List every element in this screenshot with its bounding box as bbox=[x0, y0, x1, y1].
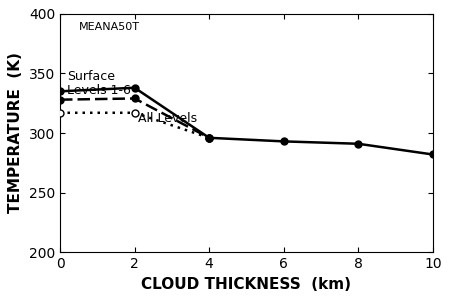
Text: Surface: Surface bbox=[68, 70, 116, 83]
Text: Levels 1-6: Levels 1-6 bbox=[68, 84, 131, 97]
Text: MEANA50T: MEANA50T bbox=[79, 22, 140, 32]
Text: All Levels: All Levels bbox=[138, 112, 198, 125]
Y-axis label: TEMPERATURE  (K): TEMPERATURE (K) bbox=[9, 52, 23, 214]
X-axis label: CLOUD THICKNESS  (km): CLOUD THICKNESS (km) bbox=[141, 277, 351, 292]
